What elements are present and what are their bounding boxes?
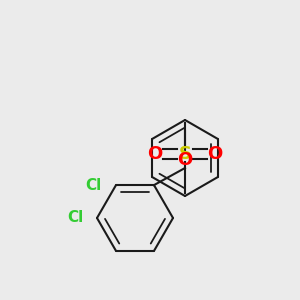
Text: S: S: [178, 145, 191, 163]
Text: O: O: [207, 145, 223, 163]
Text: Cl: Cl: [86, 178, 102, 193]
Text: O: O: [147, 145, 163, 163]
Text: Cl: Cl: [67, 211, 83, 226]
Text: O: O: [177, 151, 193, 169]
